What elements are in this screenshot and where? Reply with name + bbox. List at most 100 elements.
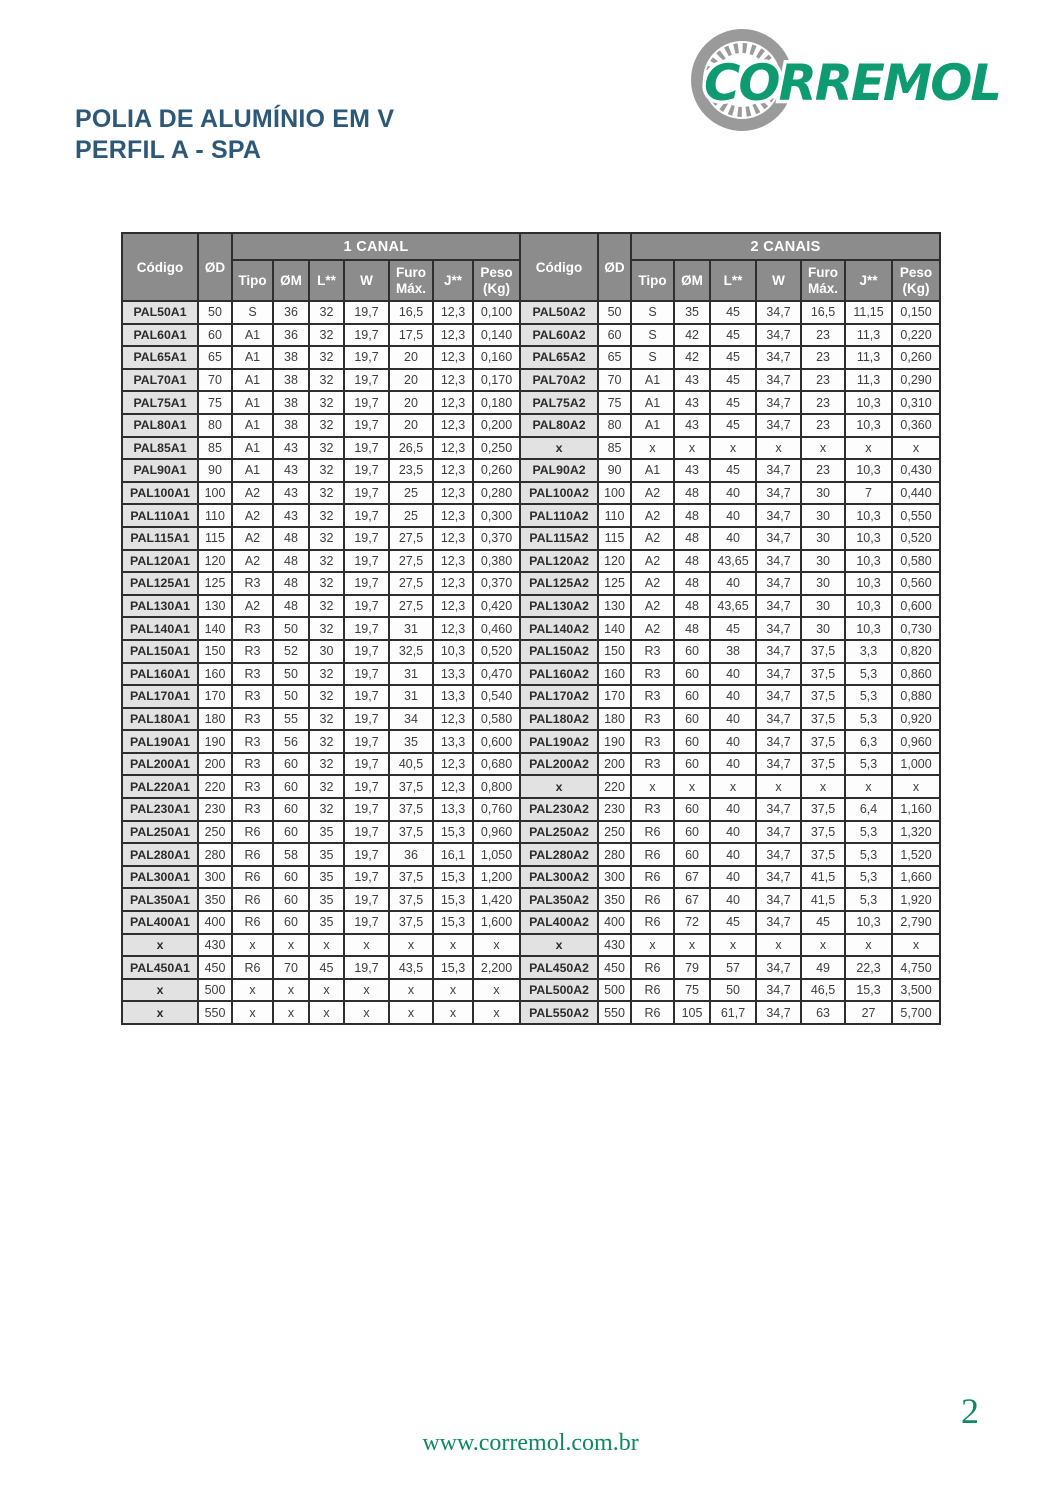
- codigo-cell: PAL60A1: [121, 322, 199, 348]
- value-cell: 20: [388, 390, 434, 415]
- value-cell: 19,7: [343, 887, 390, 913]
- value-cell: 10,3: [844, 593, 894, 619]
- col-header-furo-left: Furo Máx.: [388, 259, 434, 302]
- value-cell: 10,3: [844, 458, 894, 483]
- value-cell: 40: [709, 797, 758, 822]
- codigo-cell: PAL450A1: [121, 955, 199, 980]
- col-header-j-right: J**: [844, 259, 894, 302]
- value-cell: 450: [597, 955, 633, 980]
- footer-website-link[interactable]: www.corremol.com.br: [422, 1430, 639, 1456]
- value-cell: 15,3: [432, 910, 474, 935]
- value-cell: 48: [673, 571, 712, 596]
- value-cell: 160: [597, 661, 633, 687]
- value-cell: 32: [308, 729, 345, 754]
- value-cell: 10,3: [844, 525, 894, 551]
- value-cell: 35: [388, 729, 434, 754]
- value-cell: 40: [709, 751, 758, 777]
- value-cell: x: [844, 435, 894, 461]
- value-cell: 5,3: [844, 887, 894, 913]
- table-row: PAL160A1 160 R3 50 32 19,7 31 13,3 0,470 PAL160A2…: [121, 661, 942, 687]
- table-row: PAL50A1 50 S 36 32 19,7 16,5 12,3 0,100 PAL50A2 50…: [121, 300, 942, 325]
- value-cell: 25: [388, 503, 434, 528]
- value-cell: 170: [197, 684, 233, 709]
- codigo-cell: PAL190A1: [121, 729, 199, 754]
- value-cell: x: [471, 1000, 522, 1025]
- value-cell: 32: [308, 322, 345, 348]
- value-cell: 19,7: [343, 864, 390, 890]
- table-row: PAL280A1 280 R6 58 35 19,7 36 16,1 1,050 PAL280A2…: [121, 842, 942, 867]
- value-cell: 90: [197, 458, 233, 483]
- value-cell: x: [630, 932, 676, 958]
- value-cell: 32: [308, 435, 345, 461]
- value-cell: x: [891, 435, 942, 461]
- value-cell: R3: [231, 571, 274, 596]
- value-cell: 34,7: [755, 548, 803, 574]
- value-cell: 37,5: [800, 842, 847, 867]
- value-cell: 34,7: [755, 842, 803, 867]
- codigo-cell: PAL75A1: [121, 390, 199, 415]
- codigo-cell: PAL130A2: [519, 593, 600, 619]
- value-cell: x: [231, 932, 274, 958]
- value-cell: 19,7: [343, 774, 390, 800]
- codigo-cell: PAL120A1: [121, 548, 199, 574]
- value-cell: 43,65: [709, 593, 758, 619]
- value-cell: 12,3: [432, 616, 474, 641]
- value-cell: 23,5: [388, 458, 434, 483]
- value-cell: 32: [308, 684, 345, 709]
- value-cell: A1: [630, 412, 676, 438]
- value-cell: 19,7: [343, 593, 390, 619]
- value-cell: 120: [597, 548, 633, 574]
- value-cell: 48: [673, 480, 712, 506]
- codigo-cell: PAL400A2: [519, 910, 600, 935]
- value-cell: 61,7: [709, 1000, 758, 1025]
- value-cell: x: [755, 774, 803, 800]
- col-header-furo-right: Furo Máx.: [800, 259, 847, 302]
- value-cell: R3: [231, 616, 274, 641]
- value-cell: 45: [709, 458, 758, 483]
- value-cell: 38: [272, 345, 310, 370]
- value-cell: 60: [673, 729, 712, 754]
- value-cell: 19,7: [343, 548, 390, 574]
- value-cell: x: [800, 435, 847, 461]
- value-cell: 5,3: [844, 661, 894, 687]
- value-cell: R6: [630, 819, 676, 845]
- value-cell: 19,7: [343, 390, 390, 415]
- value-cell: 150: [197, 638, 233, 664]
- codigo-cell: PAL170A1: [121, 684, 199, 709]
- value-cell: 200: [597, 751, 633, 777]
- value-cell: R3: [231, 751, 274, 777]
- value-cell: 15,3: [432, 955, 474, 980]
- value-cell: 150: [597, 638, 633, 664]
- value-cell: 70: [597, 367, 633, 393]
- value-cell: 0,370: [471, 525, 522, 551]
- value-cell: 32: [308, 616, 345, 641]
- value-cell: 180: [197, 706, 233, 732]
- value-cell: 22,3: [844, 955, 894, 980]
- value-cell: 3,500: [891, 977, 942, 1003]
- table-row: x 550 x x x x x x x PAL550A2 550 R6 105 61,7 34,7 63 27 5…: [121, 1000, 942, 1025]
- codigo-cell: PAL400A1: [121, 910, 199, 935]
- value-cell: 36: [388, 842, 434, 867]
- value-cell: 40: [709, 819, 758, 845]
- value-cell: 0,430: [891, 458, 942, 483]
- value-cell: A2: [231, 525, 274, 551]
- value-cell: 35: [308, 887, 345, 913]
- value-cell: 230: [197, 797, 233, 822]
- value-cell: 40: [709, 887, 758, 913]
- value-cell: 30: [800, 480, 847, 506]
- value-cell: 37,5: [388, 797, 434, 822]
- value-cell: 37,5: [800, 661, 847, 687]
- value-cell: 42: [673, 345, 712, 370]
- codigo-cell: PAL120A2: [519, 548, 600, 574]
- table-row: PAL120A1 120 A2 48 32 19,7 27,5 12,3 0,380 PAL120…: [121, 548, 942, 574]
- value-cell: x: [709, 774, 758, 800]
- value-cell: 250: [197, 819, 233, 845]
- value-cell: x: [388, 1000, 434, 1025]
- value-cell: 70: [272, 955, 310, 980]
- value-cell: 19,7: [343, 842, 390, 867]
- value-cell: 11,3: [844, 322, 894, 348]
- table-row: x 500 x x x x x x x PAL500A2 500 R6 75 50 34,7 46,5 15,3…: [121, 977, 942, 1003]
- codigo-cell: PAL125A1: [121, 571, 199, 596]
- codigo-cell: PAL450A2: [519, 955, 600, 980]
- value-cell: 250: [597, 819, 633, 845]
